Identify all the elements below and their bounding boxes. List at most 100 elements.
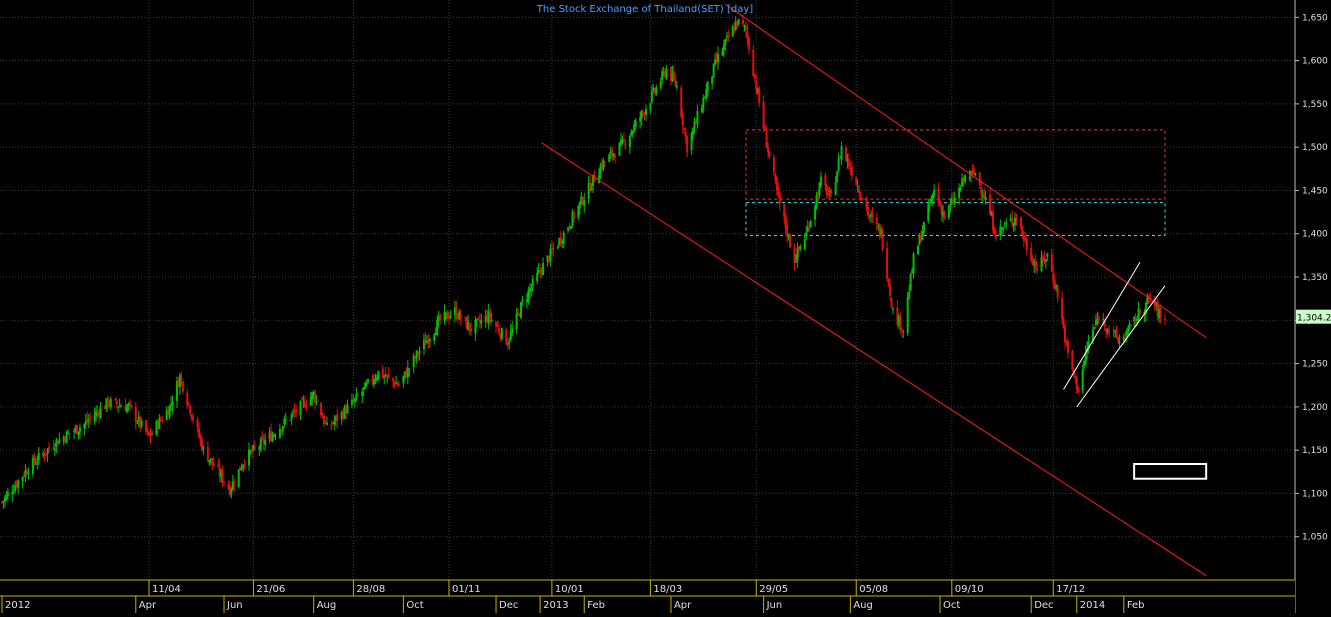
candle-up [549, 248, 552, 261]
candle-up [73, 431, 76, 433]
candle-down [881, 230, 884, 250]
candle-up [412, 355, 415, 368]
candle-up [1046, 253, 1049, 257]
candle-down [322, 415, 325, 425]
candle-down [253, 446, 256, 448]
candle-up [125, 406, 128, 412]
candle-down [972, 168, 975, 174]
candle-up [249, 451, 252, 453]
candle-down [1105, 328, 1108, 332]
candle-down [600, 163, 603, 169]
candle-down [572, 212, 575, 219]
candle-up [6, 492, 9, 497]
candle-up [434, 332, 437, 335]
candle-down [227, 484, 230, 489]
candle-up [333, 421, 336, 425]
x-upper-label: 11/04 [152, 584, 181, 595]
candle-up [724, 39, 727, 45]
candle-down [199, 437, 202, 440]
candle-up [34, 463, 37, 465]
candle-up [42, 453, 45, 456]
candle-down [186, 392, 189, 405]
last-price-badge [1296, 309, 1331, 324]
candle-up [508, 341, 511, 344]
candle-down [1053, 280, 1056, 289]
candle-down [270, 431, 273, 441]
candle-down [427, 339, 430, 344]
candle-down [1030, 247, 1033, 261]
candle-up [1009, 218, 1012, 222]
candle-down [1056, 285, 1059, 298]
candle-down [899, 316, 902, 330]
candle-down [1061, 298, 1064, 320]
x-lower-label: Feb [587, 600, 605, 611]
candle-down [1134, 318, 1137, 323]
x-upper-label: 29/05 [759, 584, 788, 595]
candle-up [230, 489, 233, 493]
candle-up [343, 406, 346, 419]
candle-up [365, 382, 368, 385]
candle-down [196, 419, 199, 428]
y-tick-label: 1,250 [1302, 360, 1328, 370]
candle-down [23, 474, 26, 477]
candle-up [722, 44, 725, 51]
y-tick-label: 1,100 [1302, 489, 1328, 499]
candle-up [27, 472, 30, 475]
candle-up [737, 19, 740, 25]
x-upper-label: 17/12 [1056, 584, 1085, 595]
candle-up [947, 205, 950, 218]
candle-down [746, 31, 749, 39]
candle-up [31, 457, 34, 474]
candle-up [706, 81, 709, 92]
x-lower-label: Dec [499, 600, 518, 611]
candle-up [880, 230, 883, 235]
candle-up [828, 191, 831, 193]
candle-up [608, 154, 611, 163]
candle-up [62, 437, 65, 442]
candle-down [15, 483, 18, 487]
candle-up [675, 85, 678, 88]
candle-up [1002, 227, 1005, 231]
candle-up [799, 246, 802, 249]
candle-down [250, 449, 253, 453]
candle-down [96, 411, 99, 413]
candle-down [1036, 268, 1039, 271]
candle-up [1094, 320, 1097, 325]
candle-down [384, 373, 387, 378]
candle-up [408, 368, 411, 370]
candle-down [192, 416, 195, 421]
candle-up [639, 117, 642, 122]
candle-down [736, 20, 739, 26]
candle-up [652, 87, 655, 91]
candle-up [105, 398, 108, 409]
candle-down [243, 464, 246, 466]
candle-up [941, 212, 944, 216]
candle-up [209, 458, 212, 461]
candle-down [106, 397, 109, 407]
candle-up [170, 403, 173, 405]
candle-up [916, 245, 919, 255]
x-lower-label: 2014 [1080, 600, 1105, 611]
candle-up [55, 439, 58, 447]
candle-up [1012, 222, 1015, 226]
candle-down [772, 157, 775, 172]
candle-down [855, 177, 858, 186]
x-upper-label: 28/08 [356, 584, 385, 595]
candle-up [17, 480, 20, 488]
candle-down [865, 197, 868, 209]
candle-down [156, 422, 159, 430]
candle-down [212, 462, 215, 467]
candle-up [372, 380, 375, 385]
candle-down [744, 26, 747, 30]
candle-up [731, 26, 734, 37]
candle-down [217, 464, 220, 467]
x-lower-label: 2013 [543, 600, 568, 611]
candle-up [364, 382, 367, 389]
candle-up [609, 151, 612, 154]
candle-up [422, 339, 425, 349]
candle-up [509, 331, 512, 340]
candle-down [764, 128, 767, 131]
candle-up [1102, 318, 1105, 320]
candle-up [77, 431, 80, 435]
candle-down [983, 193, 986, 199]
